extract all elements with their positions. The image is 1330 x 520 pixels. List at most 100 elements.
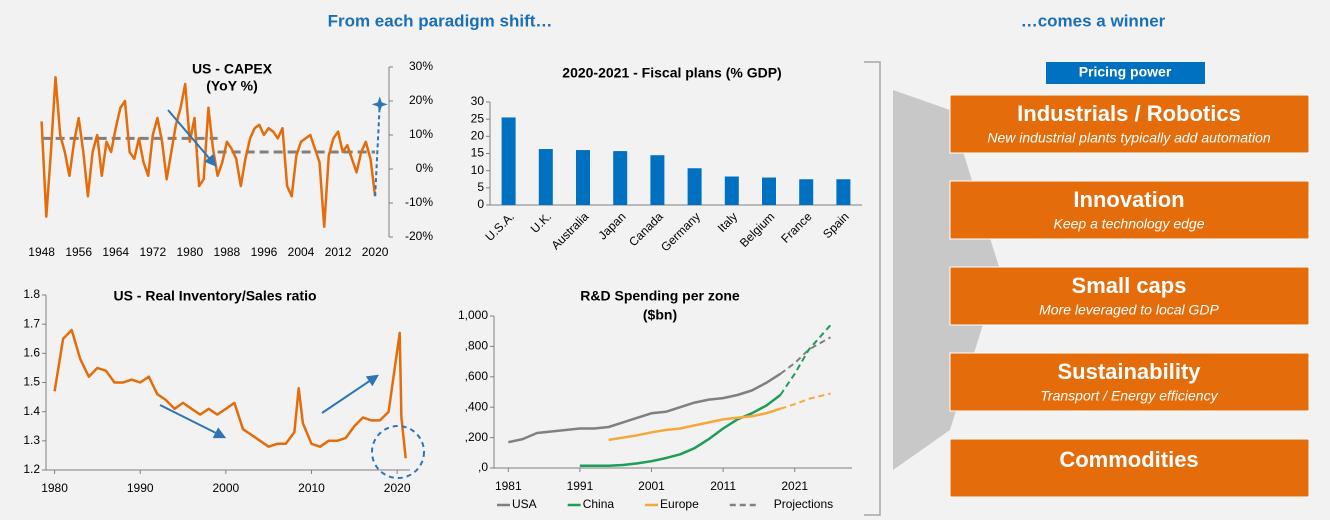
x-tick-label: 2000 bbox=[213, 481, 240, 495]
box-title: Industrials / Robotics bbox=[1017, 101, 1241, 126]
bar bbox=[576, 150, 590, 205]
x-tick-label: 1996 bbox=[251, 245, 278, 259]
x-tick-label: 2021 bbox=[781, 479, 808, 493]
winner-boxes: Industrials / Robotics New industrial pla… bbox=[949, 94, 1310, 498]
y-tick-label: 1.8 bbox=[23, 287, 40, 301]
x-tick-label: 1980 bbox=[176, 245, 203, 259]
y-tick-label: 1.7 bbox=[23, 316, 40, 330]
x-tick-label: 2010 bbox=[298, 481, 325, 495]
winner-box bbox=[949, 438, 1310, 498]
x-tick-label: 1964 bbox=[102, 245, 129, 259]
header-right: …comes a winner bbox=[1021, 11, 1166, 30]
x-tick-label: 1990 bbox=[127, 481, 154, 495]
bar bbox=[799, 179, 814, 205]
chart-title: US - CAPEX bbox=[192, 61, 273, 77]
x-tick-label: 1972 bbox=[139, 245, 166, 259]
chart-title: 2020-2021 - Fiscal plans (% GDP) bbox=[562, 65, 781, 81]
projection-point bbox=[371, 96, 388, 113]
winner-box bbox=[949, 352, 1310, 412]
y-tick-label: ,200 bbox=[465, 430, 489, 444]
series-line bbox=[608, 407, 781, 442]
highlight-circle bbox=[371, 425, 425, 479]
x-tick-label: Italy bbox=[715, 209, 740, 234]
x-tick-label: 2011 bbox=[710, 479, 736, 493]
x-tick-label: 1956 bbox=[65, 245, 92, 259]
x-tick-label: Australia bbox=[548, 209, 591, 252]
arrow bbox=[167, 109, 217, 167]
y-tick-label: 20% bbox=[409, 93, 433, 107]
y-tick-label: 1.3 bbox=[23, 433, 40, 447]
legend-label: Projections bbox=[774, 497, 833, 511]
y-tick-label: ,0 bbox=[478, 460, 488, 474]
x-tick-label: 2001 bbox=[638, 479, 665, 493]
x-tick-label: Japan bbox=[596, 209, 629, 242]
x-tick-label: Belgium bbox=[737, 209, 778, 250]
x-tick-label: U.S.A. bbox=[483, 209, 517, 243]
y-tick-label: 1.2 bbox=[23, 462, 40, 476]
bar bbox=[836, 179, 851, 205]
arrow bbox=[321, 374, 379, 414]
x-tick-label: 2020 bbox=[384, 481, 411, 495]
winner-box bbox=[949, 180, 1310, 240]
x-tick-label: 2020 bbox=[362, 245, 389, 259]
bar bbox=[501, 117, 516, 205]
box-subtitle: Keep a technology edge bbox=[1053, 216, 1204, 232]
y-tick-label: 0% bbox=[416, 161, 434, 175]
chart-title: US - Real Inventory/Sales ratio bbox=[113, 288, 316, 304]
y-tick-label: ,400 bbox=[465, 399, 489, 413]
pricing-box bbox=[1046, 62, 1205, 84]
projection-line bbox=[374, 104, 381, 197]
winner-box bbox=[949, 94, 1310, 154]
y-tick-label: -20% bbox=[405, 229, 433, 243]
series-line bbox=[508, 372, 782, 444]
x-tick-label: 1948 bbox=[28, 245, 55, 259]
x-tick-label: 2004 bbox=[288, 245, 315, 259]
y-tick-label: -10% bbox=[405, 195, 433, 209]
y-tick-label: ,600 bbox=[465, 369, 489, 383]
box-subtitle: Transport / Energy efficiency bbox=[1040, 388, 1218, 404]
bar bbox=[687, 168, 702, 205]
projection-line bbox=[780, 392, 831, 410]
bar bbox=[650, 155, 665, 205]
arrow bbox=[159, 404, 227, 439]
x-tick-label: Spain bbox=[820, 209, 852, 241]
bar bbox=[538, 149, 553, 205]
y-tick-label: 30% bbox=[409, 59, 433, 73]
bar bbox=[762, 177, 776, 205]
winner-box bbox=[949, 266, 1310, 326]
legend-label: USA bbox=[512, 497, 537, 511]
x-tick-label: U.K. bbox=[528, 209, 554, 235]
y-tick-label: 1.6 bbox=[23, 346, 40, 360]
pricing-label: Pricing power bbox=[1079, 64, 1172, 80]
y-tick-label: 1.4 bbox=[23, 404, 40, 418]
y-tick-label: 1.5 bbox=[23, 375, 40, 389]
legend-label: China bbox=[583, 497, 615, 511]
bar bbox=[724, 176, 739, 205]
y-tick-label: 0 bbox=[477, 197, 484, 211]
box-subtitle: More leveraged to local GDP bbox=[1039, 302, 1219, 318]
projection-line bbox=[779, 336, 831, 375]
chart-subtitle: ($bn) bbox=[643, 307, 677, 323]
charts: US - CAPEX(YoY %) -20% -10% 0% 10% 20% 30% 1948… bbox=[23, 59, 862, 511]
y-tick-label: 10% bbox=[409, 127, 433, 141]
series-line bbox=[53, 328, 407, 459]
x-tick-label: 1981 bbox=[495, 479, 522, 493]
y-tick-label: 15 bbox=[471, 146, 485, 160]
x-tick-label: France bbox=[778, 209, 815, 246]
y-tick-label: 1,000 bbox=[458, 308, 488, 322]
projection-line bbox=[779, 324, 832, 396]
y-tick-label: ,800 bbox=[465, 339, 489, 353]
box-title: Commodities bbox=[1059, 447, 1198, 472]
chart-subtitle: (YoY %) bbox=[206, 78, 258, 94]
y-tick-label: 25 bbox=[471, 111, 485, 125]
x-tick-label: 1991 bbox=[567, 479, 594, 493]
x-tick-label: 1988 bbox=[214, 245, 241, 259]
bar bbox=[613, 151, 628, 205]
y-tick-label: 30 bbox=[471, 94, 485, 108]
x-tick-label: 1980 bbox=[41, 481, 68, 495]
x-tick-label: 2012 bbox=[325, 245, 352, 259]
series-line bbox=[40, 75, 377, 229]
series-line bbox=[579, 393, 782, 467]
bracket bbox=[864, 61, 881, 516]
